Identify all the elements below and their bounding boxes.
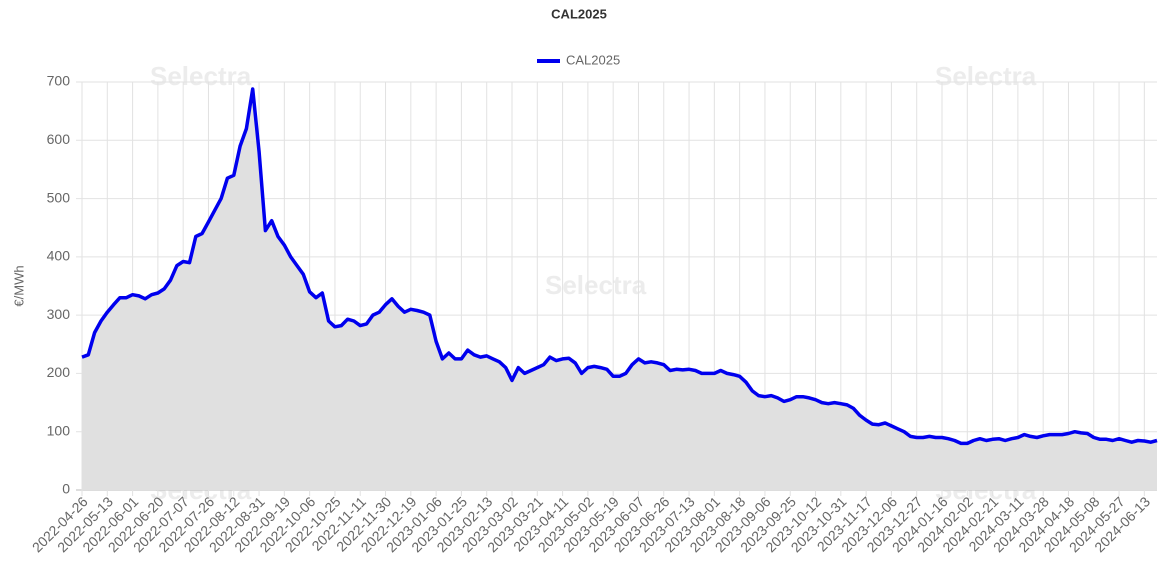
area bbox=[82, 89, 1157, 490]
y-tick-label: 400 bbox=[47, 248, 71, 264]
y-tick-label: 0 bbox=[62, 481, 70, 497]
y-tick-label: 200 bbox=[47, 364, 71, 380]
y-tick-label: 600 bbox=[47, 131, 71, 147]
watermark: Selectra bbox=[545, 270, 647, 300]
watermark: Selectra bbox=[935, 61, 1037, 91]
y-tick-label: 500 bbox=[47, 189, 71, 205]
watermark: Selectra bbox=[150, 61, 252, 91]
line bbox=[81, 87, 1158, 446]
y-tick-label: 700 bbox=[47, 73, 71, 89]
y-tick-label: 300 bbox=[47, 306, 71, 322]
chart-title: CAL2025 bbox=[551, 6, 607, 21]
y-tick-label: 100 bbox=[47, 422, 71, 438]
legend-label: CAL2025 bbox=[566, 52, 620, 67]
y-axis-label: €/MWh bbox=[11, 265, 26, 306]
